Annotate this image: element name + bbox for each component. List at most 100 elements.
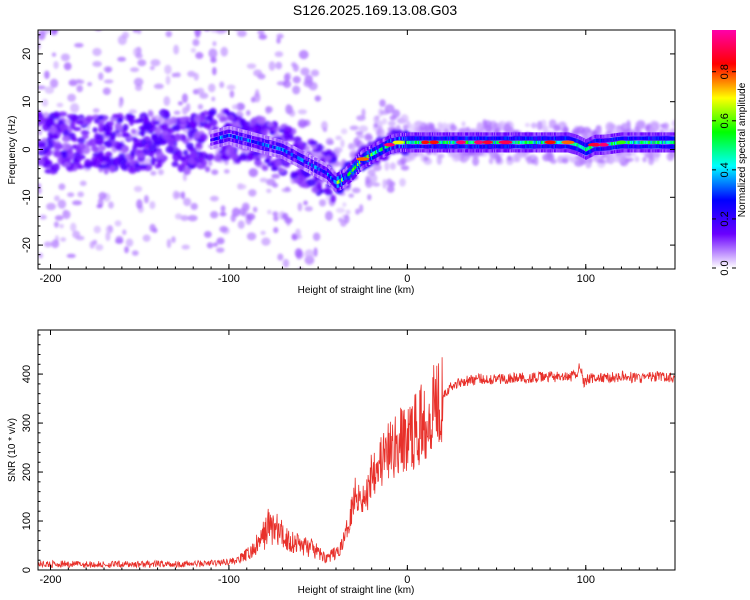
heatmap-cell bbox=[144, 123, 154, 129]
heatmap-cell bbox=[229, 90, 235, 98]
heatmap-cell bbox=[38, 85, 46, 90]
heatmap-cell bbox=[60, 237, 67, 242]
top-x-tick-label: -100 bbox=[218, 273, 240, 285]
bottom-y-tick-label: 300 bbox=[21, 414, 33, 432]
heatmap-cell bbox=[335, 135, 342, 141]
heatmap-cell bbox=[109, 164, 116, 173]
heatmap-cell bbox=[107, 121, 115, 126]
heatmap-cell bbox=[174, 213, 183, 220]
heatmap-cell bbox=[150, 170, 157, 176]
heatmap-cell bbox=[576, 125, 585, 135]
heatmap-cell bbox=[229, 153, 239, 160]
heatmap-cell bbox=[171, 161, 179, 168]
heatmap-cell bbox=[46, 202, 56, 211]
heatmap-cell bbox=[367, 168, 376, 177]
heatmap-cell bbox=[46, 141, 54, 150]
heatmap-cell bbox=[138, 130, 146, 136]
heatmap-cell bbox=[148, 150, 155, 158]
heatmap-cell bbox=[63, 162, 71, 168]
bottom-y-axis-label: SNR (10 * v/v) bbox=[7, 418, 18, 482]
heatmap-cell bbox=[208, 48, 218, 59]
heatmap-cell bbox=[128, 117, 135, 126]
heatmap-cell bbox=[673, 145, 675, 149]
heatmap-cell bbox=[194, 131, 201, 140]
heatmap-cell bbox=[423, 156, 430, 161]
heatmap-cell bbox=[372, 182, 381, 187]
heatmap-cell bbox=[379, 99, 386, 107]
heatmap-cell bbox=[72, 200, 82, 206]
heatmap-cell bbox=[548, 124, 555, 129]
heatmap-cell bbox=[144, 136, 151, 142]
heatmap-cell bbox=[304, 206, 313, 212]
heatmap-cell bbox=[58, 111, 68, 117]
heatmap-cell bbox=[181, 93, 188, 104]
heatmap-cell bbox=[39, 214, 47, 220]
heatmap-cell bbox=[380, 129, 386, 139]
heatmap-cell bbox=[330, 156, 337, 164]
heatmap-cell bbox=[219, 225, 228, 233]
heatmap-cell bbox=[113, 141, 121, 149]
heatmap-cell bbox=[673, 149, 675, 153]
heatmap-cell bbox=[167, 137, 176, 147]
bottom-x-tick-label: 0 bbox=[404, 574, 410, 586]
heatmap-cell bbox=[38, 142, 46, 149]
heatmap-cell bbox=[163, 96, 171, 107]
heatmap-cell bbox=[38, 41, 41, 50]
heatmap-cell bbox=[153, 83, 164, 90]
heatmap-cell bbox=[297, 109, 308, 115]
heatmap-cell bbox=[261, 165, 269, 172]
heatmap-cell bbox=[45, 120, 53, 128]
heatmap-cell bbox=[254, 158, 262, 166]
heatmap-cell bbox=[164, 64, 172, 75]
heatmap-peak bbox=[561, 140, 575, 145]
heatmap-cell bbox=[227, 114, 234, 122]
heatmap-cell bbox=[61, 142, 71, 152]
colorbar-tick-label: 0.0 bbox=[719, 260, 731, 275]
heatmap-cell bbox=[283, 73, 290, 83]
heatmap-cell bbox=[209, 195, 219, 202]
heatmap-cell bbox=[38, 183, 42, 188]
heatmap-cell bbox=[309, 140, 318, 145]
heatmap-cell bbox=[649, 124, 659, 135]
top-x-tick-label: 100 bbox=[577, 273, 595, 285]
heatmap-cell bbox=[154, 128, 162, 134]
heatmap-cell bbox=[179, 116, 187, 123]
bottom-y-tick-label: 100 bbox=[21, 512, 33, 530]
heatmap-peak bbox=[455, 140, 466, 145]
heatmap-cell bbox=[223, 109, 230, 115]
bottom-x-tick-label: -100 bbox=[218, 574, 240, 586]
heatmap-cell bbox=[93, 118, 100, 124]
heatmap-cell bbox=[220, 154, 228, 160]
heatmap-cell bbox=[361, 108, 366, 117]
heatmap-cell bbox=[292, 76, 301, 84]
heatmap-cell bbox=[212, 41, 217, 47]
heatmap-cell bbox=[340, 128, 348, 135]
heatmap-cell bbox=[48, 126, 58, 134]
heatmap-cell bbox=[123, 132, 131, 138]
heatmap-cell bbox=[255, 88, 260, 98]
heatmap-cell bbox=[185, 142, 194, 150]
heatmap-cell bbox=[248, 189, 257, 197]
heatmap-cell bbox=[297, 118, 308, 129]
heatmap-cell bbox=[150, 159, 156, 166]
heatmap-cell bbox=[634, 156, 640, 163]
heatmap-cell bbox=[342, 202, 347, 207]
heatmap-cell bbox=[449, 124, 458, 132]
heatmap-cell bbox=[104, 131, 112, 137]
heatmap-cell bbox=[313, 247, 318, 257]
heatmap-cell bbox=[105, 141, 113, 148]
heatmap-cell bbox=[117, 35, 127, 46]
heatmap-cell bbox=[527, 155, 532, 165]
heatmap-cell bbox=[174, 132, 181, 142]
heatmap-cell bbox=[219, 211, 227, 217]
heatmap-cell bbox=[118, 156, 127, 166]
snr-series-line bbox=[38, 357, 675, 569]
heatmap-cell bbox=[44, 86, 55, 94]
heatmap-cell bbox=[221, 20, 226, 26]
heatmap-cell bbox=[181, 160, 188, 168]
heatmap-cell bbox=[134, 162, 140, 168]
heatmap-cell bbox=[116, 117, 124, 124]
heatmap-cell bbox=[460, 157, 468, 163]
heatmap-cell bbox=[275, 159, 282, 167]
heatmap-cell bbox=[103, 79, 114, 84]
